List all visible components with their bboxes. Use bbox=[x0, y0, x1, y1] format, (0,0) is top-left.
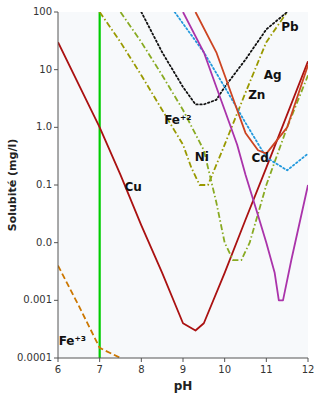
x-tick bbox=[266, 358, 267, 362]
x-tick-label: 9 bbox=[180, 364, 186, 375]
y-tick-label: 0.001 bbox=[23, 294, 52, 305]
y-tick bbox=[54, 358, 58, 359]
series-label: Fe⁺² bbox=[164, 113, 191, 127]
x-tick bbox=[141, 358, 142, 362]
x-tick bbox=[99, 358, 100, 362]
y-tick-label: 0.1 bbox=[36, 179, 52, 190]
x-tick-label: 8 bbox=[138, 364, 144, 375]
y-axis-label: Solubité (mg/l) bbox=[6, 139, 19, 231]
x-axis-label: pH bbox=[174, 379, 193, 393]
x-tick bbox=[58, 358, 59, 362]
series-line bbox=[58, 266, 121, 358]
y-tick bbox=[54, 242, 58, 243]
series-label: Fe⁺³ bbox=[59, 334, 86, 348]
x-tick bbox=[183, 358, 184, 362]
y-tick bbox=[54, 300, 58, 301]
series-line bbox=[141, 12, 287, 104]
y-tick bbox=[54, 12, 58, 13]
reference-line bbox=[99, 12, 101, 358]
series-label: Ni bbox=[195, 150, 209, 164]
series-label: Cu bbox=[125, 180, 142, 194]
x-tick-label: 11 bbox=[260, 364, 273, 375]
series-line bbox=[183, 12, 308, 300]
plot-area bbox=[58, 12, 308, 358]
y-tick-label: 0.0 bbox=[36, 237, 52, 248]
series-line bbox=[196, 12, 309, 154]
series-label: Pb bbox=[281, 20, 299, 34]
y-tick-label: 10 bbox=[39, 64, 52, 75]
y-tick-label: 100 bbox=[33, 6, 52, 17]
x-tick-label: 7 bbox=[96, 364, 102, 375]
series-line bbox=[121, 12, 309, 260]
x-tick-label: 12 bbox=[302, 364, 315, 375]
series-label: Cd bbox=[252, 151, 269, 165]
y-tick bbox=[54, 69, 58, 70]
x-tick bbox=[308, 358, 309, 362]
plot-marks bbox=[58, 12, 308, 358]
y-tick bbox=[54, 127, 58, 128]
y-tick-label: 1.0 bbox=[36, 121, 52, 132]
y-tick-label: 0.0001 bbox=[17, 352, 52, 363]
x-tick-label: 10 bbox=[218, 364, 231, 375]
series-label: Ag bbox=[264, 68, 282, 82]
x-tick-label: 6 bbox=[55, 364, 61, 375]
x-tick bbox=[224, 358, 225, 362]
y-tick bbox=[54, 185, 58, 186]
chart: 6 7 8 9 10 11 12 0.0001 0.001 0.0 0.1 1.0 10 100 pH Sol… bbox=[0, 0, 320, 398]
series-label: Zn bbox=[248, 88, 265, 102]
